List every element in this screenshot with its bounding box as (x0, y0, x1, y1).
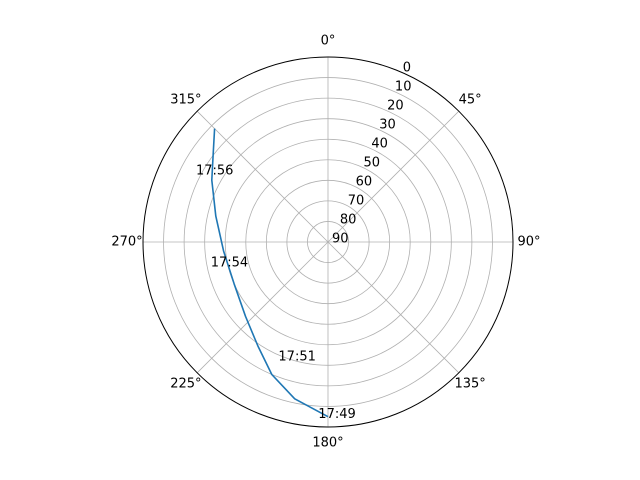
time-annotation: 17:51 (278, 350, 315, 365)
r-tick-label: 90 (332, 232, 349, 247)
time-annotation: 17:49 (318, 407, 355, 422)
r-tick-label: 0 (403, 61, 411, 76)
theta-tick-label: 315° (170, 92, 201, 107)
r-tick-label: 30 (379, 118, 396, 133)
theta-tick-label: 270° (111, 235, 142, 250)
theta-tick-label: 225° (170, 377, 201, 392)
r-tick-label: 70 (348, 194, 365, 209)
r-tick-label: 10 (395, 80, 412, 95)
r-tick-label: 60 (356, 175, 373, 190)
grid-layer (143, 57, 513, 427)
theta-tick-label: 135° (454, 377, 485, 392)
frame-layer (142, 56, 514, 428)
r-tick-label: 50 (363, 156, 380, 171)
grid-spoke (327, 241, 460, 374)
theta-tick-label: 90° (517, 235, 540, 250)
time-annotation: 17:54 (211, 255, 248, 270)
polar-frame (142, 56, 514, 428)
theta-tick-label: 0° (321, 34, 336, 49)
theta-tick-label: 45° (459, 92, 482, 107)
r-tick-label: 80 (340, 213, 357, 228)
grid-spoke (196, 241, 329, 374)
r-tick-label: 20 (387, 99, 404, 114)
r-tick-label: 40 (371, 137, 388, 152)
grid-spoke (327, 110, 460, 243)
grid-spoke (196, 110, 329, 243)
labels-layer: 0° 45° 90° 135° 180° 225° 270° 315° 0 10 20 30 40 50 6… (111, 34, 540, 451)
series-line (211, 128, 329, 418)
theta-tick-label: 180° (312, 436, 343, 451)
series-layer (211, 128, 329, 418)
time-annotation: 17:56 (196, 164, 233, 179)
